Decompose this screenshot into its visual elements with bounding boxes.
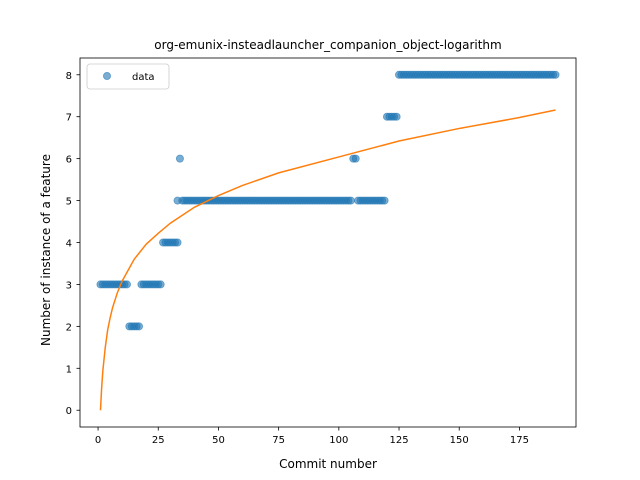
data-point bbox=[351, 154, 360, 163]
y-tick-label: 3 bbox=[66, 280, 72, 291]
legend-marker bbox=[103, 72, 112, 81]
x-tick-label: 50 bbox=[212, 435, 225, 446]
x-tick-label: 175 bbox=[510, 435, 529, 446]
legend-box bbox=[86, 63, 170, 90]
y-tick-label: 8 bbox=[66, 71, 72, 82]
fit-line bbox=[99, 109, 556, 411]
data-point bbox=[346, 196, 355, 205]
x-axis-label: Commit number bbox=[279, 457, 377, 471]
data-point bbox=[173, 238, 182, 247]
y-tick-label: 2 bbox=[66, 322, 72, 333]
y-tick-label: 0 bbox=[66, 406, 72, 417]
x-tick-label: 75 bbox=[272, 435, 285, 446]
y-tick-label: 1 bbox=[66, 364, 72, 375]
y-axis: 0 1 2 3 4 5 6 7 8 bbox=[66, 71, 80, 417]
x-tick-label: 100 bbox=[329, 435, 348, 446]
x-tick-label: 25 bbox=[152, 435, 165, 446]
x-tick-label: 125 bbox=[389, 435, 408, 446]
data-point bbox=[551, 70, 560, 79]
x-axis: 0 25 50 75 100 125 150 175 bbox=[95, 427, 529, 446]
plot-area bbox=[79, 57, 577, 428]
chart-title: org-emunix-insteadlauncher_companion_obj… bbox=[154, 38, 501, 52]
y-tick-label: 7 bbox=[66, 113, 72, 124]
x-tick-label: 0 bbox=[95, 435, 101, 446]
legend-label: data bbox=[132, 72, 155, 83]
data-point bbox=[134, 322, 143, 331]
data-point bbox=[122, 280, 131, 289]
data-point bbox=[380, 196, 389, 205]
data-point bbox=[156, 280, 165, 289]
legend: data bbox=[86, 63, 170, 90]
y-tick-label: 5 bbox=[66, 197, 72, 208]
data-point bbox=[175, 154, 184, 163]
data-point bbox=[392, 112, 401, 121]
x-tick-label: 150 bbox=[450, 435, 469, 446]
y-tick-label: 6 bbox=[66, 155, 72, 166]
y-axis-label: Number of instance of a feature bbox=[39, 154, 53, 346]
y-tick-label: 4 bbox=[66, 239, 72, 250]
